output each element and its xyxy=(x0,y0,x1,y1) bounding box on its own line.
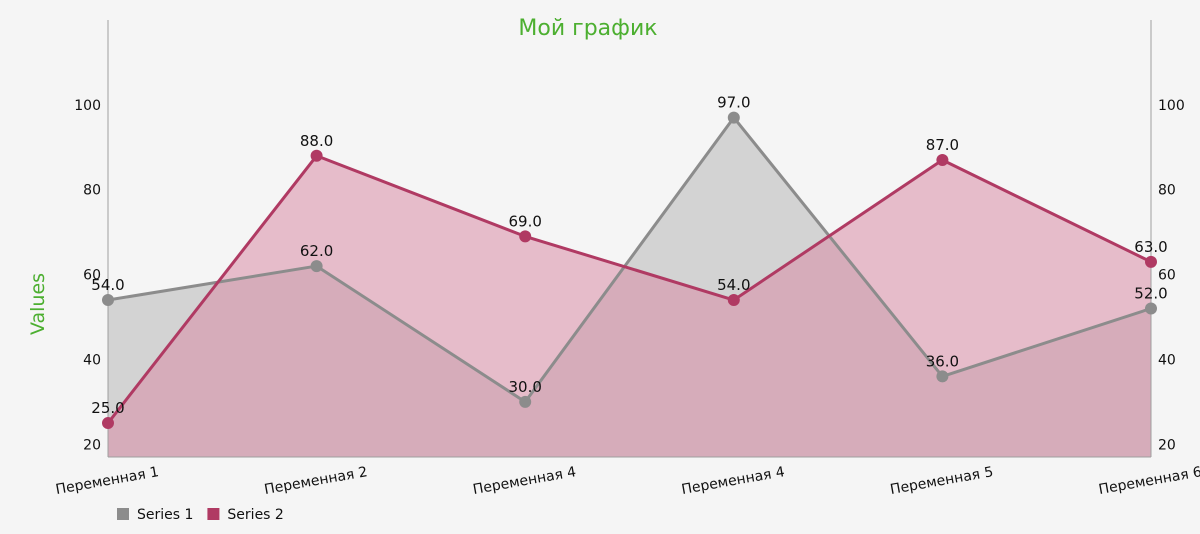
series-2-data-label: 69.0 xyxy=(508,212,541,230)
legend-swatch-series-1 xyxy=(117,508,129,520)
y-tick-label-left: 40 xyxy=(83,352,101,368)
y-tick-label-right: 60 xyxy=(1158,268,1176,284)
series-1-point xyxy=(310,260,323,273)
x-tick-label: Переменная 5 xyxy=(889,464,995,498)
series-1-data-label: 62.0 xyxy=(300,242,333,260)
y-axis-label: Values xyxy=(27,273,49,335)
data-labels-layer: 54.0 62.0 30.0 97.0 36.0 52.0 25.0 88.0 69.0 54.0… xyxy=(91,94,1167,417)
series-1-data-label: 36.0 xyxy=(926,352,959,370)
areas-layer xyxy=(108,117,1151,458)
legend-swatch-series-2 xyxy=(207,508,220,520)
series-1-data-label: 30.0 xyxy=(508,378,541,396)
legend-label-series-1: Series 1 xyxy=(137,507,193,523)
x-tick-label: Переменная 4 xyxy=(472,464,578,498)
lines-layer xyxy=(106,116,1152,424)
series-1-data-label: 97.0 xyxy=(717,94,750,112)
series-1-point xyxy=(727,111,740,124)
series-2-point xyxy=(519,230,532,243)
series-2-data-label: 54.0 xyxy=(717,276,750,294)
x-tick-label: Переменная 2 xyxy=(263,464,369,498)
series-2-point xyxy=(310,149,323,162)
legend: Series 1 Series 2 xyxy=(117,507,284,523)
y-tick-label-right: 100 xyxy=(1158,98,1185,114)
y-tick-label-right: 40 xyxy=(1158,352,1176,368)
series-2-point xyxy=(102,417,114,430)
series-1-point xyxy=(519,395,532,408)
legend-label-series-2: Series 2 xyxy=(227,507,283,523)
y-tick-label-left: 20 xyxy=(83,437,101,453)
series-2-line xyxy=(106,154,1152,424)
series-2-data-label: 25.0 xyxy=(91,399,124,417)
series-1-line xyxy=(107,116,1152,404)
y-tick-label-right: 80 xyxy=(1158,183,1176,199)
y-tick-label-right: 20 xyxy=(1158,437,1176,453)
series-2-data-label: 63.0 xyxy=(1134,238,1167,256)
x-tick-label: Переменная 6 xyxy=(1097,464,1200,498)
series-2-point xyxy=(1145,255,1157,268)
series-1-data-label: 52.0 xyxy=(1134,285,1167,303)
series-1-point xyxy=(1145,302,1157,315)
y-tick-label-left: 100 xyxy=(74,98,101,114)
series-2-data-label: 88.0 xyxy=(300,132,333,150)
y-tick-label-left: 60 xyxy=(83,268,101,284)
chart-title: Мой график xyxy=(518,16,657,41)
series-1-data-label: 54.0 xyxy=(91,276,124,294)
series-2-point xyxy=(727,294,740,307)
points-layer xyxy=(102,111,1157,430)
x-tick-label: Переменная 1 xyxy=(54,464,160,498)
series-1-point xyxy=(102,294,114,307)
series-2-point xyxy=(936,154,949,167)
series-2-data-label: 87.0 xyxy=(926,136,959,154)
y-tick-label-left: 80 xyxy=(83,183,101,199)
series-1-point xyxy=(936,370,949,383)
x-tick-label: Переменная 4 xyxy=(680,464,786,498)
series-2-area xyxy=(108,155,1151,458)
